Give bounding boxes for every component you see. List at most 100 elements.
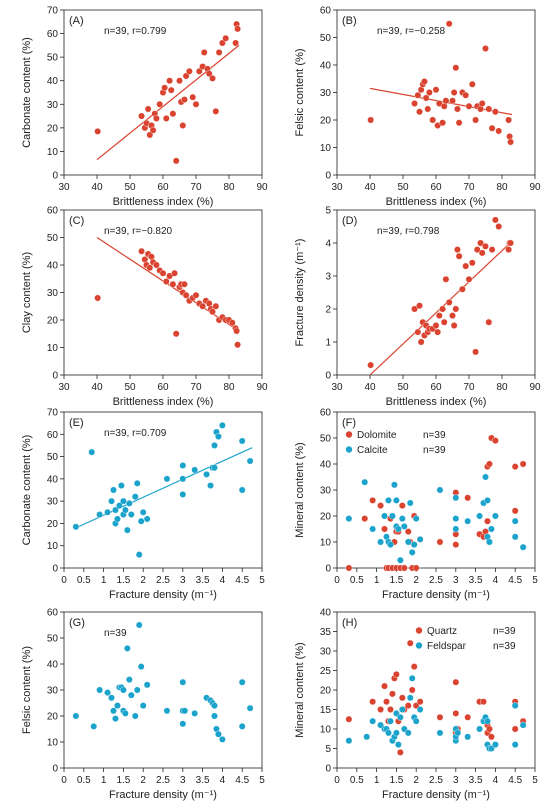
data-point <box>488 124 496 132</box>
data-point <box>163 475 171 483</box>
data-point <box>125 676 133 683</box>
data-point <box>473 246 481 254</box>
y-tick-label: 50 <box>47 634 59 645</box>
panel-f: 0 0.5 1 1.5 2 2.5 3 3.5 4 4.5 50102030405060Fractu… <box>294 408 538 602</box>
data-point <box>455 252 463 260</box>
data-point <box>181 280 188 288</box>
data-point <box>232 39 240 47</box>
stats-annotation: n=39, r=−0.258 <box>377 26 446 37</box>
data-point <box>387 706 394 713</box>
data-point <box>432 86 440 94</box>
x-axis-label: Fracture density (m⁻¹) <box>382 789 490 801</box>
data-point <box>189 93 197 101</box>
y-tick-label: 60 <box>47 608 59 619</box>
data-point <box>182 291 190 299</box>
y-tick-label: 60 <box>47 29 59 40</box>
series-points <box>367 20 514 146</box>
data-point <box>143 681 151 689</box>
x-tick-label: 60 <box>430 382 442 393</box>
data-point <box>133 686 141 694</box>
data-point <box>396 749 404 756</box>
data-point <box>185 67 193 75</box>
data-point <box>485 318 493 326</box>
y-tick-label: 25 <box>320 666 332 677</box>
data-point <box>127 511 135 518</box>
data-point <box>152 261 160 269</box>
data-point <box>404 538 412 546</box>
data-point <box>392 671 400 678</box>
x-tick-label: 3 <box>453 575 459 586</box>
data-point <box>169 110 177 118</box>
y-tick-label: 20 <box>47 519 59 530</box>
y-tick-label: 10 <box>47 541 59 552</box>
data-point <box>454 105 461 113</box>
data-point <box>505 116 512 124</box>
data-point <box>411 100 418 107</box>
data-point <box>179 475 187 483</box>
data-point <box>179 122 187 129</box>
data-point <box>408 549 416 556</box>
data-point <box>192 100 200 108</box>
data-point <box>135 621 143 629</box>
y-axis-label: Mineral content (%) <box>294 642 306 737</box>
data-point <box>162 278 170 285</box>
data-point <box>238 678 246 686</box>
y-tick-label: 40 <box>47 76 59 87</box>
x-tick-label: 80 <box>496 382 508 393</box>
x-tick-label: 0.5 <box>350 575 364 586</box>
x-tick-label: 0.5 <box>77 575 91 586</box>
data-point <box>465 275 473 283</box>
x-axis-label: Brittleness index (%) <box>386 396 487 408</box>
data-point <box>472 116 479 124</box>
data-point <box>519 460 527 468</box>
data-point <box>144 105 152 113</box>
data-point <box>133 479 141 487</box>
series-points <box>367 216 514 369</box>
data-point <box>345 715 353 723</box>
panel-label: (G) <box>69 617 85 629</box>
data-point <box>156 100 164 108</box>
data-point <box>464 733 472 741</box>
data-point <box>445 20 453 28</box>
data-point <box>171 269 178 277</box>
data-point <box>211 702 218 709</box>
x-tick-label: 40 <box>91 182 103 193</box>
data-point <box>389 690 396 698</box>
data-point <box>143 515 151 523</box>
data-point <box>507 138 514 146</box>
data-point <box>94 127 102 135</box>
series-points <box>72 421 254 559</box>
data-point <box>486 538 493 546</box>
data-point <box>127 691 135 699</box>
data-point <box>511 741 519 748</box>
data-point <box>408 674 416 682</box>
data-point <box>396 713 404 721</box>
data-point <box>435 312 443 319</box>
data-point <box>167 86 175 94</box>
data-point <box>118 482 125 489</box>
data-point <box>238 723 246 730</box>
y-tick-label: 10 <box>320 143 332 154</box>
y-tick-label: 70 <box>47 408 59 419</box>
data-point <box>491 741 499 748</box>
data-point <box>486 460 493 468</box>
y-tick-label: 10 <box>47 343 59 354</box>
data-point <box>121 506 129 514</box>
data-point <box>191 710 199 717</box>
data-point <box>412 564 420 572</box>
data-point <box>135 551 143 559</box>
data-point <box>485 105 493 113</box>
data-point <box>406 694 414 702</box>
data-point <box>436 713 444 721</box>
x-tick-label: 70 <box>463 382 475 393</box>
y-axis-label: Carbonate content (%) <box>21 37 33 148</box>
data-point <box>234 341 241 349</box>
y-tick-label: 50 <box>47 233 59 244</box>
data-point <box>417 338 425 346</box>
data-point <box>416 108 423 116</box>
legend-label: Calcite <box>357 445 388 456</box>
data-point <box>377 502 384 509</box>
data-point <box>452 515 460 522</box>
x-tick-label: 60 <box>157 182 169 193</box>
legend-n: n=39 <box>423 445 446 456</box>
